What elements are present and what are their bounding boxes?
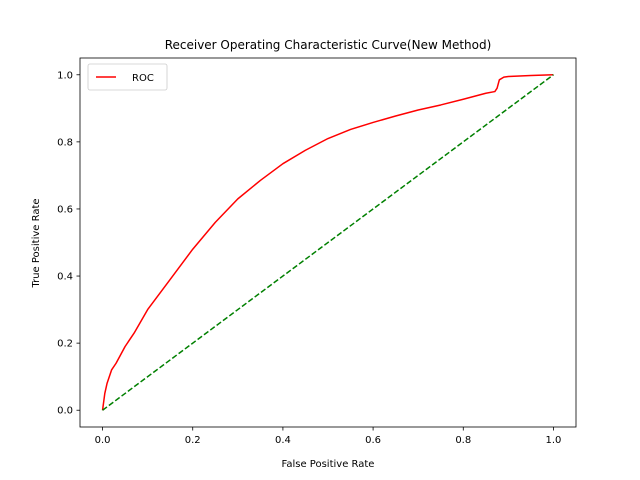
legend-box [87,63,168,91]
legend-roc-label: ROC [132,73,154,84]
x-tick-label: 0.4 [275,435,291,446]
x-axis-title: False Positive Rate [282,459,375,470]
y-tick-label: 0.4 [57,272,73,283]
y-tick-label: 0.8 [57,137,73,148]
y-tick-label: 0.2 [57,339,73,350]
y-tick-label: 1.0 [57,70,73,81]
legend: ROC [87,63,168,91]
y-tick-label: 0.0 [57,406,73,417]
x-tick-label: 0.8 [455,435,471,446]
y-axis-title: True Positive Rate [31,198,42,288]
x-tick-label: 0.0 [95,435,111,446]
x-tick-label: 1.0 [546,435,562,446]
roc-curve-line [101,74,554,411]
y-tick-label: 0.6 [57,204,73,215]
x-tick-label: 0.2 [185,435,201,446]
baseline-diagonal-line [102,74,554,411]
plot-area: 0.0 0.2 0.4 0.6 0.8 1.0 0.0 0.2 0.4 0.6 0.8 1.0 [57,57,577,446]
chart-title: Receiver Operating Characteristic Curve(… [165,38,492,52]
axes-frame [79,57,577,428]
x-tick-label: 0.6 [365,435,381,446]
